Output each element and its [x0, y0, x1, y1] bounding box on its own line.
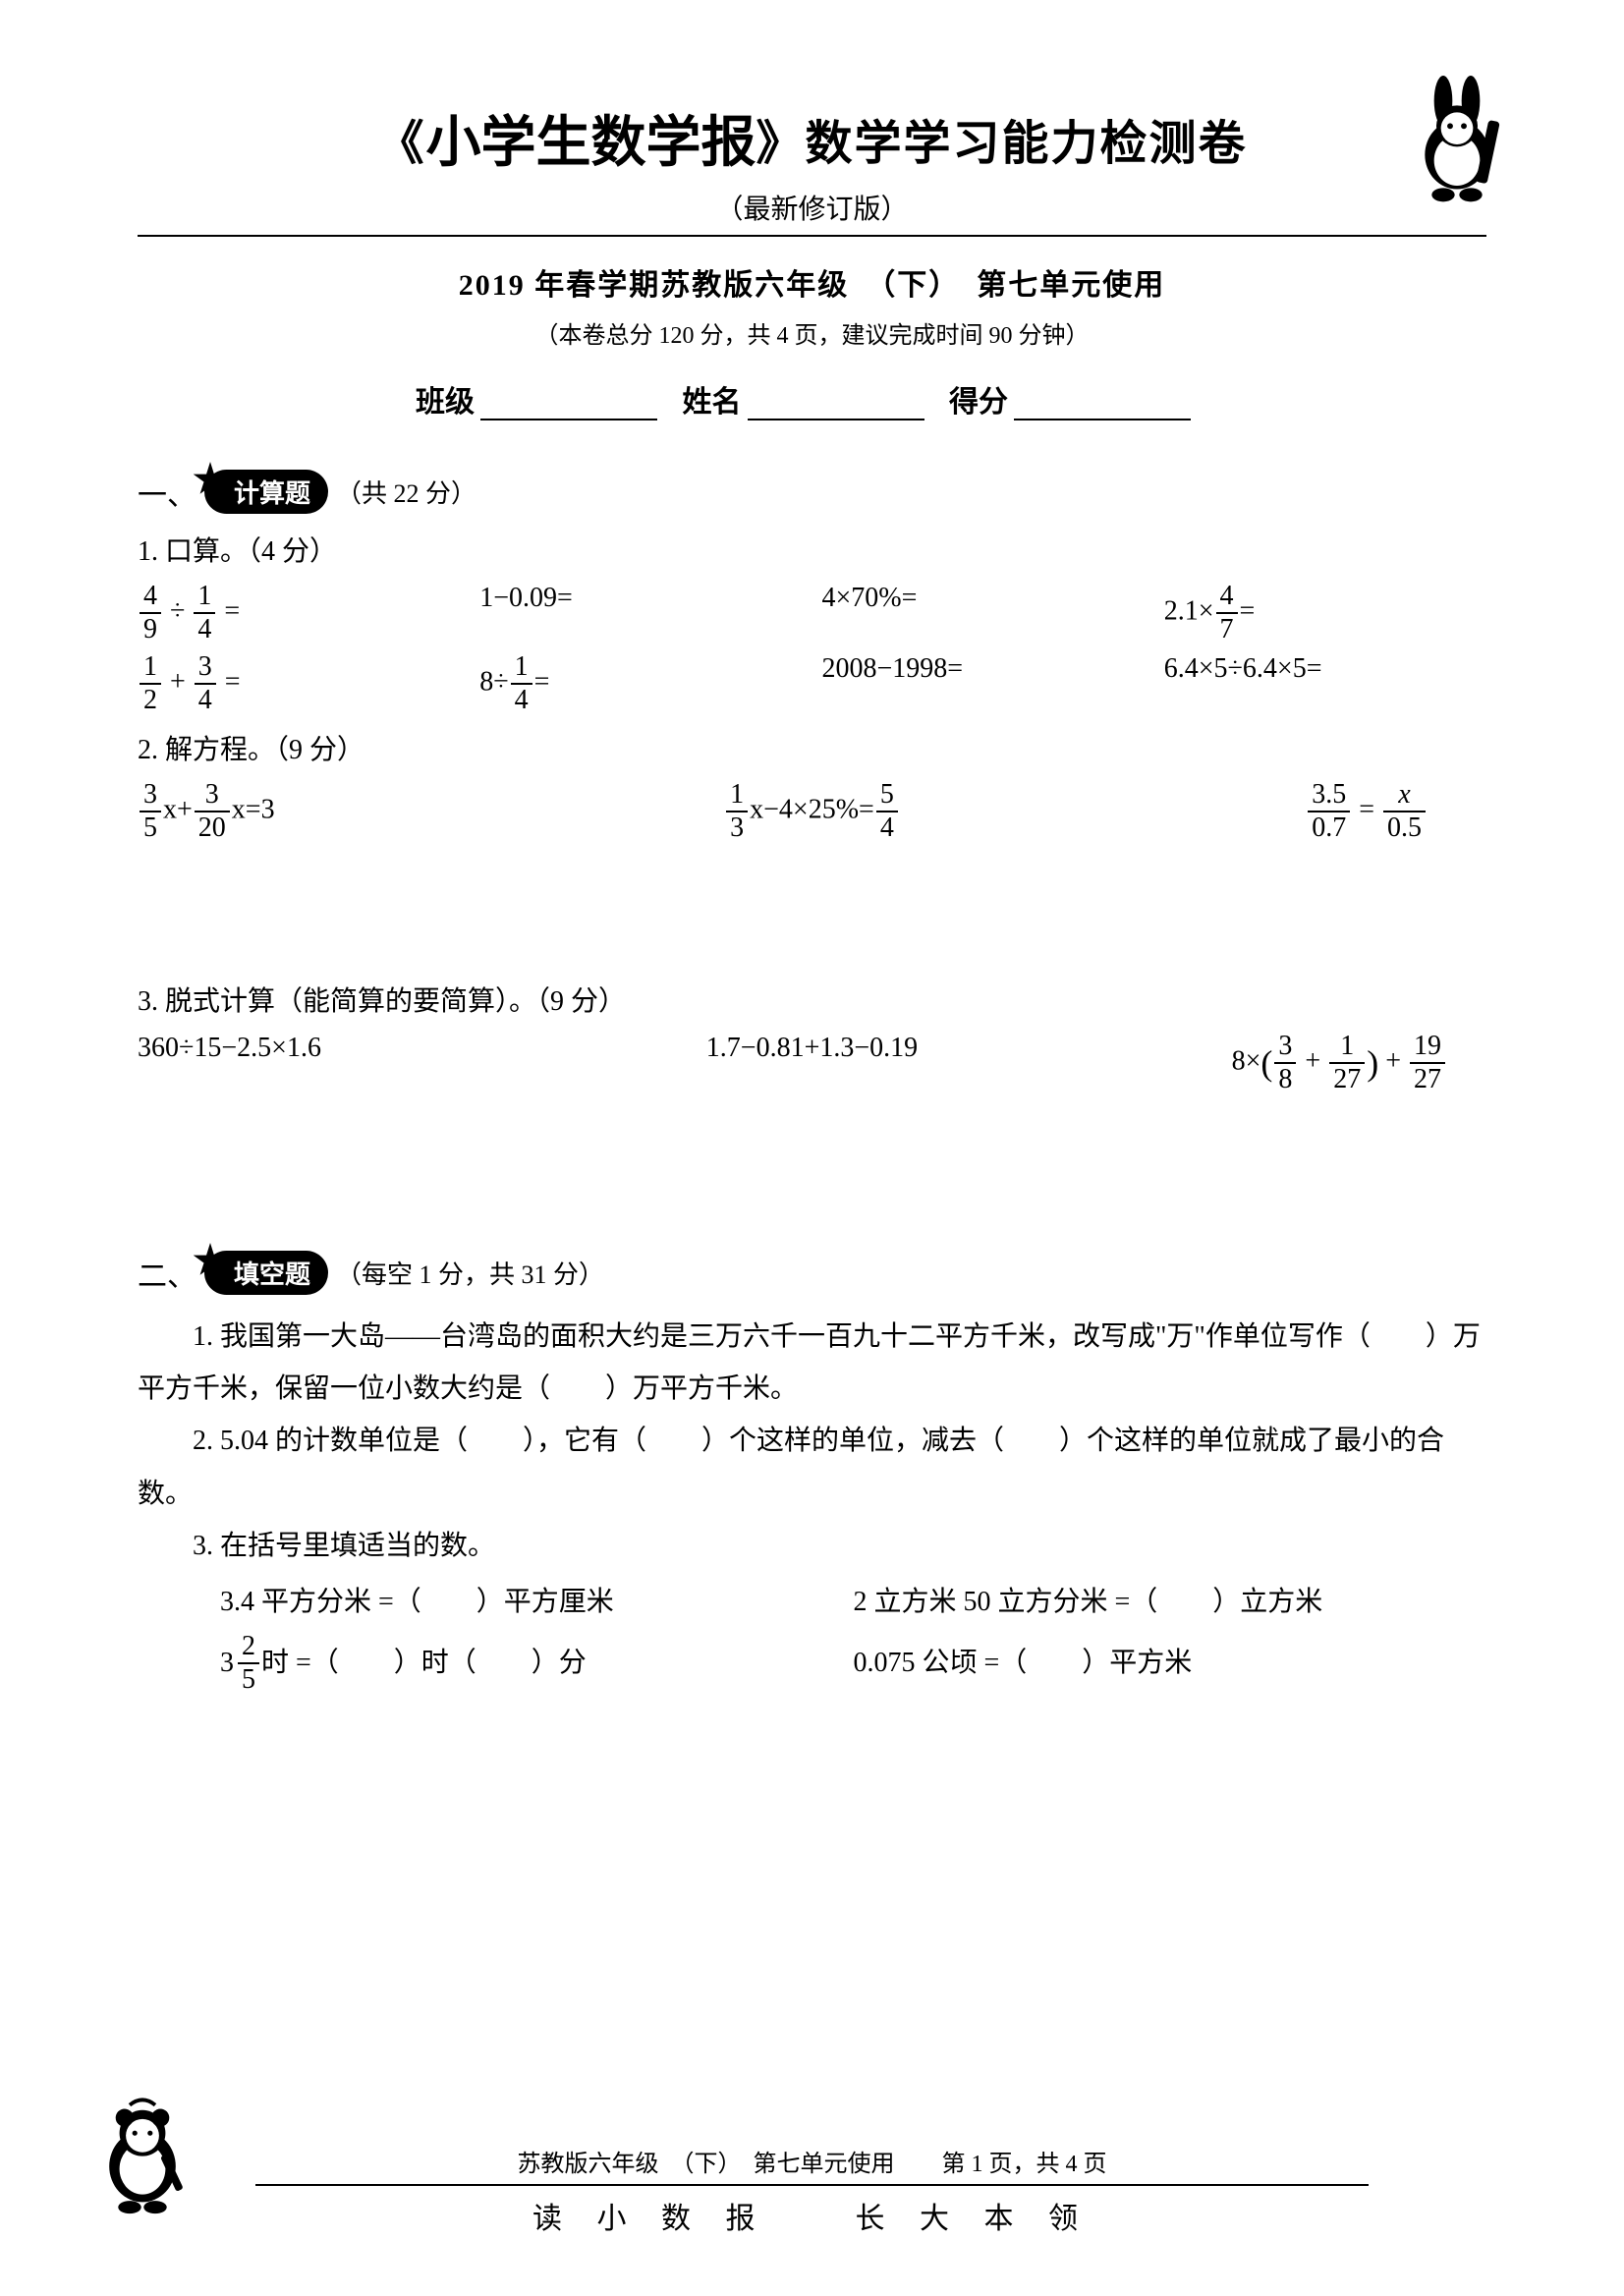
- expr-3: 8×(38 + 127) + 1927: [1050, 1033, 1486, 1093]
- page-footer: 苏教版六年级 （下） 第七单元使用 第 1 页，共 4 页 读 小 数 报 长 …: [138, 2144, 1486, 2237]
- blank-class[interactable]: [480, 395, 657, 420]
- conv-row-b: 325时 =（ ）时（ ）分 0.075 公顷 =（ ）平方米: [138, 1633, 1486, 1694]
- equation-grid: 35x+320x=3 13x−4×25%=54 3.50.7 = x0.5: [138, 781, 1486, 842]
- tiger-mascot-icon: [79, 2090, 206, 2217]
- title-tail: 数学学习能力检测卷: [806, 104, 1248, 173]
- footer-page-info: 苏教版六年级 （下） 第七单元使用 第 1 页，共 4 页: [255, 2144, 1369, 2186]
- conv-a-right: 2 立方米 50 立方分米 =（ ）立方米: [854, 1572, 1487, 1633]
- q1-1-title: 1. 口算。（4 分）: [138, 530, 1486, 569]
- calc-b3: 2008−1998=: [822, 653, 1145, 714]
- page-header: 《 小学生数学报 》 数学学习能力检测卷: [138, 98, 1486, 178]
- label-class: 班级: [416, 386, 475, 419]
- label-name: 姓名: [683, 386, 742, 419]
- calc-a3: 4×70%=: [822, 583, 1145, 644]
- eq-2: 13x−4×25%=54: [593, 781, 1030, 842]
- fill-q2: 2. 5.04 的计数单位是（ ），它有（ ）个这样的单位，减去（ ）个这样的单…: [138, 1415, 1486, 1519]
- fill-q3-head: 3. 在括号里填适当的数。: [138, 1520, 1486, 1572]
- header-divider: [138, 235, 1486, 237]
- conv-b-right: 0.075 公顷 =（ ）平方米: [854, 1633, 1487, 1694]
- conv-row-a: 3.4 平方分米 =（ ）平方厘米 2 立方米 50 立方分米 =（ ）立方米: [138, 1572, 1486, 1633]
- brand-name: 小学生数学报: [425, 98, 756, 178]
- conv-a-left: 3.4 平方分米 =（ ）平方厘米: [220, 1572, 854, 1633]
- calc-b1: 12 + 34 =: [138, 653, 460, 714]
- title-right-brkt: 》: [756, 104, 805, 173]
- rabbit-mascot-icon: [1398, 69, 1516, 206]
- student-fields: 班级 姓名 得分: [138, 377, 1486, 420]
- blank-score[interactable]: [1014, 395, 1191, 420]
- section-2-badge: 填空题: [204, 1251, 328, 1295]
- label-score: 得分: [949, 386, 1008, 419]
- calc-b2: 8÷14=: [479, 653, 802, 714]
- exam-semester-line: 2019 年春学期苏教版六年级 （下） 第七单元使用: [138, 260, 1486, 304]
- expr-2: 1.7−0.81+1.3−0.19: [593, 1033, 1030, 1093]
- fill-q1: 1. 我国第一大岛——台湾岛的面积大约是三万六千一百九十二平方千米，改写成"万"…: [138, 1311, 1486, 1415]
- eq-3: 3.50.7 = x0.5: [1050, 781, 1486, 842]
- footer-slogan: 读 小 数 报 长 大 本 领: [138, 2194, 1486, 2237]
- section-2-points: （每空 1 分，共 31 分）: [336, 1255, 604, 1291]
- calc-a2: 1−0.09=: [479, 583, 802, 644]
- section-1-badge: 计算题: [204, 470, 328, 514]
- section-1-num: 一、: [138, 471, 196, 514]
- expression-grid: 360÷15−2.5×1.6 1.7−0.81+1.3−0.19 8×(38 +…: [138, 1033, 1486, 1093]
- q1-2-title: 2. 解方程。（9 分）: [138, 728, 1486, 767]
- q1-3-title: 3. 脱式计算（能简算的要简算）。（9 分）: [138, 980, 1486, 1019]
- calc-a1: 49 ÷ 14 =: [138, 583, 460, 644]
- section-1-points: （共 22 分）: [336, 474, 476, 510]
- expr-1: 360÷15−2.5×1.6: [138, 1033, 574, 1093]
- section-2-header: 二、 填空题 （每空 1 分，共 31 分）: [138, 1251, 1486, 1295]
- subtitle: （最新修订版）: [138, 188, 1486, 227]
- title-left-brkt: 《: [376, 104, 425, 173]
- conv-b-left: 325时 =（ ）时（ ）分: [220, 1633, 854, 1694]
- exam-meta-line: （本卷总分 120 分，共 4 页，建议完成时间 90 分钟）: [138, 315, 1486, 350]
- calc-a4: 2.1×47=: [1164, 583, 1486, 644]
- calc-b4: 6.4×5÷6.4×5=: [1164, 653, 1486, 714]
- blank-name[interactable]: [748, 395, 924, 420]
- section-1-header: 一、 计算题 （共 22 分）: [138, 470, 1486, 514]
- section-2-num: 二、: [138, 1252, 196, 1295]
- eq-1: 35x+320x=3: [138, 781, 574, 842]
- mental-calc-grid: 49 ÷ 14 = 1−0.09= 4×70%= 2.1×47= 12 + 34…: [138, 583, 1486, 714]
